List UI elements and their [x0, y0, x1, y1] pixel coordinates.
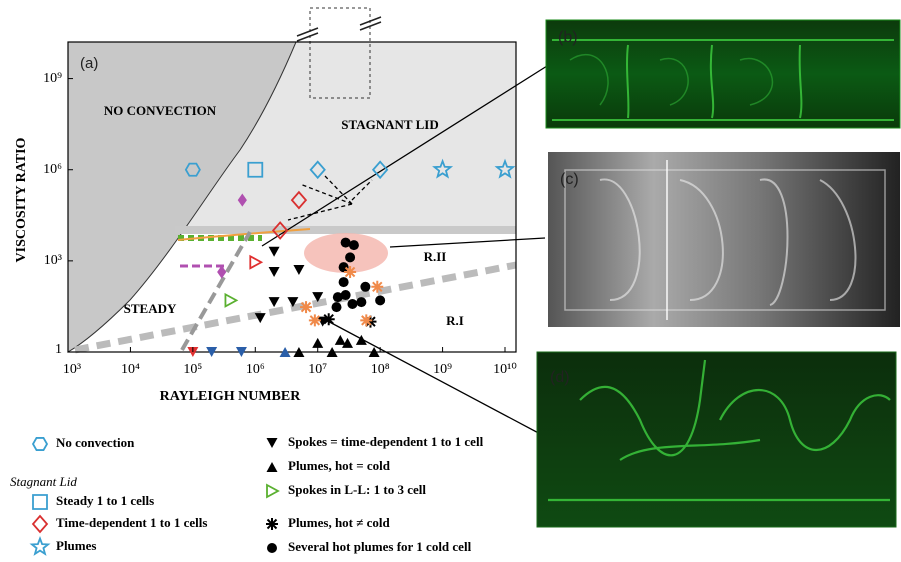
marker	[344, 266, 356, 278]
marker	[375, 295, 385, 305]
legend-label: Time-dependent 1 to 1 cells	[56, 515, 207, 530]
panel-label: (d)	[550, 369, 570, 386]
legend-marker	[33, 516, 47, 532]
marker	[309, 314, 321, 326]
y-tick-label: 1	[55, 342, 62, 357]
photo-d: (d)	[537, 352, 896, 527]
y-axis-label: VISCOSITY RATIO	[14, 137, 29, 262]
marker	[360, 314, 372, 326]
legend-marker	[267, 543, 277, 553]
x-axis-label: RAYLEIGH NUMBER	[160, 389, 302, 404]
figure: (a) RAYLEIGH NUMBER VISCOSITY RATIO Stag…	[0, 0, 901, 562]
marker	[371, 281, 383, 293]
y-tick-label: 10⁶	[43, 162, 62, 177]
annotation: STEADY	[124, 301, 177, 316]
x-tick-label: 10⁷	[308, 362, 327, 377]
marker	[356, 297, 366, 307]
annotation: R.I	[446, 313, 464, 328]
x-tick-label: 10⁸	[371, 362, 390, 377]
legend-label: Spokes = time-dependent 1 to 1 cell	[288, 434, 484, 449]
x-tick-label: 10⁴	[121, 362, 140, 377]
annotation: NO CONVECTION	[104, 103, 217, 118]
x-tick-label: 10³	[63, 362, 81, 377]
legend-label: Several hot plumes for 1 cold cell	[288, 539, 472, 554]
photo-b: (b)	[546, 20, 900, 128]
legend-marker	[267, 485, 278, 497]
marker	[339, 262, 349, 272]
x-tick-label: 10⁶	[246, 362, 265, 377]
marker	[360, 282, 370, 292]
legend-label: Spokes in L-L: 1 to 3 cell	[288, 482, 426, 497]
y-tick-label: 10⁹	[43, 71, 62, 86]
marker	[349, 240, 359, 250]
legend-label: Steady 1 to 1 cells	[56, 493, 154, 508]
marker	[333, 292, 343, 302]
legend-marker	[267, 438, 278, 448]
panel-label: (c)	[560, 171, 579, 188]
x-tick-label: 10¹⁰	[493, 362, 517, 377]
photo-c: (c)	[548, 152, 900, 327]
marker	[347, 299, 357, 309]
marker	[332, 302, 342, 312]
marker	[323, 313, 335, 325]
transition-band	[175, 226, 516, 234]
y-tick-label: 10³	[44, 253, 62, 268]
annotation: R.II	[424, 249, 447, 264]
legend-title: Stagnant Lid	[10, 474, 77, 489]
x-tick-label: 10⁵	[183, 362, 202, 377]
annotation: STAGNANT LID	[341, 117, 438, 132]
legend-marker	[33, 495, 47, 509]
panel-label: (b)	[558, 29, 578, 46]
marker	[345, 252, 355, 262]
x-tick-label: 10⁹	[433, 362, 452, 377]
marker	[300, 301, 312, 313]
legend-marker	[33, 438, 47, 450]
legend-label: No convection	[56, 435, 135, 450]
legend-label: Plumes, hot ≠ cold	[288, 515, 391, 530]
legend-marker	[266, 518, 278, 530]
panel-label: (a)	[80, 55, 98, 72]
marker	[339, 277, 349, 287]
legend-label: Plumes	[56, 538, 96, 553]
legend-marker	[267, 462, 278, 472]
legend-marker	[32, 539, 48, 554]
legend-label: Plumes, hot = cold	[288, 458, 391, 473]
